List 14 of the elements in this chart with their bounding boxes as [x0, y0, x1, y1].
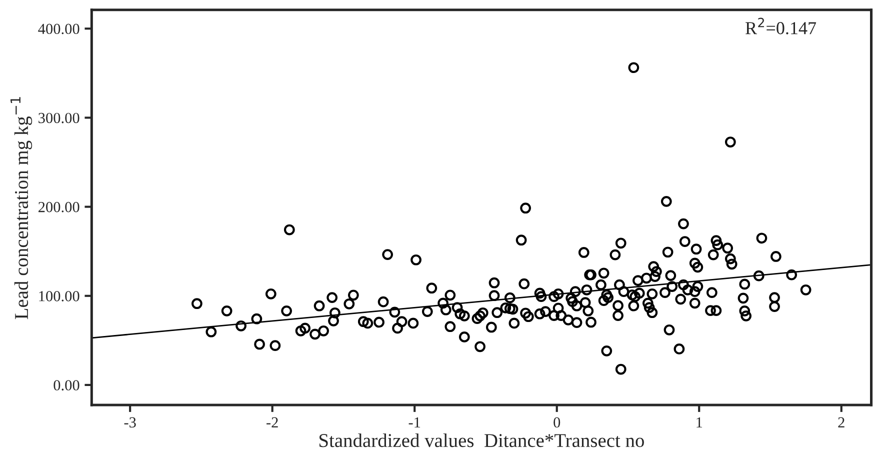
y-tick-label: 400.00: [38, 24, 80, 34]
y-axis-title: Lead concentration mg kg$^{−1}$: [10, 97, 32, 320]
y-tick-label: 100.00: [39, 291, 80, 302]
x-tick-label: -2: [266, 417, 278, 428]
x-tick-label: 1: [696, 417, 702, 428]
y-tick-label: 300.00: [38, 112, 80, 124]
x-tick-label: 2: [838, 417, 844, 428]
x-tick-label: -1: [408, 417, 420, 428]
x-tick-label: 0: [554, 417, 560, 428]
y-tick-label: 200.00: [38, 202, 80, 212]
annotation: R$^{2}$=0.147: [746, 18, 816, 34]
x-axis-title: Standardized values Ditance*Transect no: [320, 433, 644, 448]
y-tick-label: 0.00: [54, 380, 80, 390]
x-tick-label: -3: [124, 417, 136, 428]
